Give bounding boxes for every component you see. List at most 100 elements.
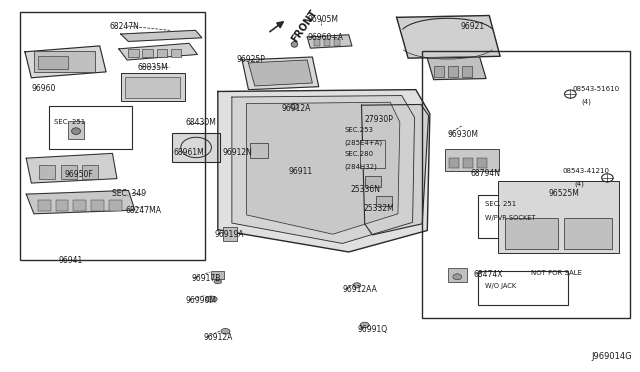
Text: 96912AA: 96912AA	[342, 285, 377, 294]
Polygon shape	[248, 60, 312, 86]
Text: SEC. 251: SEC. 251	[54, 119, 85, 125]
Text: SEC. 349: SEC. 349	[113, 189, 147, 198]
Bar	[477, 158, 486, 168]
Polygon shape	[362, 105, 429, 235]
Bar	[61, 165, 77, 179]
Text: 68794N: 68794N	[470, 169, 500, 177]
Text: 68474X: 68474X	[473, 270, 503, 279]
Polygon shape	[246, 102, 400, 234]
Polygon shape	[26, 190, 135, 214]
Polygon shape	[26, 153, 117, 183]
Text: (285E4+A): (285E4+A)	[344, 139, 382, 145]
Polygon shape	[119, 43, 197, 60]
Text: 96941: 96941	[58, 256, 83, 264]
Text: NOT FOR SALE: NOT FOR SALE	[531, 270, 582, 276]
Bar	[157, 49, 167, 57]
Text: W/PVR SOCKET: W/PVR SOCKET	[484, 215, 535, 221]
Text: 96912N: 96912N	[223, 148, 253, 157]
Text: SEC.253: SEC.253	[344, 127, 373, 134]
Ellipse shape	[291, 42, 298, 47]
Text: 96905M: 96905M	[307, 15, 338, 24]
Text: 96912A: 96912A	[204, 333, 233, 343]
Polygon shape	[307, 35, 352, 48]
Text: 08543-51610: 08543-51610	[572, 86, 620, 92]
Bar	[68, 121, 84, 138]
Text: 96960+A: 96960+A	[307, 33, 343, 42]
Polygon shape	[428, 57, 486, 80]
Bar	[83, 165, 99, 179]
Text: 68247N: 68247N	[109, 22, 139, 31]
Text: 96960: 96960	[31, 84, 56, 93]
Bar	[448, 267, 467, 282]
Bar	[314, 39, 320, 46]
Text: 96925P: 96925P	[237, 55, 266, 64]
Bar	[449, 158, 459, 168]
Text: (284H32): (284H32)	[344, 163, 377, 170]
Text: 96917B: 96917B	[191, 274, 220, 283]
Text: (4): (4)	[574, 181, 584, 187]
Ellipse shape	[291, 103, 298, 109]
Text: (4): (4)	[582, 99, 592, 105]
Ellipse shape	[353, 283, 361, 288]
Text: 96921: 96921	[461, 22, 484, 31]
Polygon shape	[397, 16, 500, 58]
Ellipse shape	[221, 328, 230, 334]
Bar	[478, 271, 568, 305]
Bar	[121, 73, 184, 101]
Bar	[497, 181, 619, 253]
Bar	[422, 51, 630, 318]
Text: 96990M: 96990M	[186, 296, 217, 305]
Polygon shape	[242, 57, 319, 90]
Ellipse shape	[360, 322, 369, 328]
Polygon shape	[25, 46, 106, 78]
Bar	[38, 56, 68, 69]
Bar	[20, 12, 205, 260]
Bar	[39, 165, 55, 179]
Bar	[434, 65, 444, 77]
Text: 96912A: 96912A	[282, 104, 311, 113]
Bar	[129, 49, 139, 57]
Bar	[143, 49, 153, 57]
Text: 96991Q: 96991Q	[357, 325, 387, 334]
Bar	[211, 271, 224, 279]
Text: 68430M: 68430M	[186, 119, 217, 128]
Bar	[324, 39, 330, 46]
Text: 68961M: 68961M	[173, 148, 204, 157]
Text: 25336N: 25336N	[351, 185, 381, 194]
Text: J969014G: J969014G	[591, 352, 632, 361]
Bar	[34, 51, 95, 72]
Bar	[49, 106, 132, 149]
Text: 08543-41210: 08543-41210	[563, 168, 610, 174]
Text: 96911: 96911	[288, 167, 312, 176]
Text: 96919A: 96919A	[214, 230, 244, 239]
Text: 25332M: 25332M	[364, 204, 394, 213]
Text: 68247MA: 68247MA	[125, 206, 161, 215]
Text: FRONT: FRONT	[289, 8, 319, 44]
Bar	[365, 176, 381, 187]
Text: 27930P: 27930P	[365, 115, 394, 124]
Polygon shape	[232, 96, 415, 243]
Polygon shape	[218, 90, 430, 252]
Bar	[92, 200, 104, 211]
Bar	[223, 227, 237, 241]
Bar	[250, 143, 268, 158]
Text: 96525M: 96525M	[548, 189, 579, 198]
Bar	[462, 65, 472, 77]
Ellipse shape	[214, 279, 221, 284]
Bar	[74, 200, 86, 211]
Bar	[564, 218, 612, 249]
Text: SEC.280: SEC.280	[344, 151, 373, 157]
Bar	[172, 133, 220, 162]
Text: 96930M: 96930M	[448, 129, 479, 139]
Text: 68835M: 68835M	[138, 63, 169, 72]
Bar	[56, 200, 68, 211]
Ellipse shape	[453, 274, 462, 280]
Bar	[445, 149, 499, 171]
Bar	[448, 65, 458, 77]
Ellipse shape	[72, 128, 81, 135]
Bar	[38, 200, 51, 211]
Bar	[360, 140, 385, 168]
Text: SEC. 251: SEC. 251	[484, 201, 516, 207]
Bar	[109, 200, 122, 211]
Polygon shape	[121, 31, 202, 41]
